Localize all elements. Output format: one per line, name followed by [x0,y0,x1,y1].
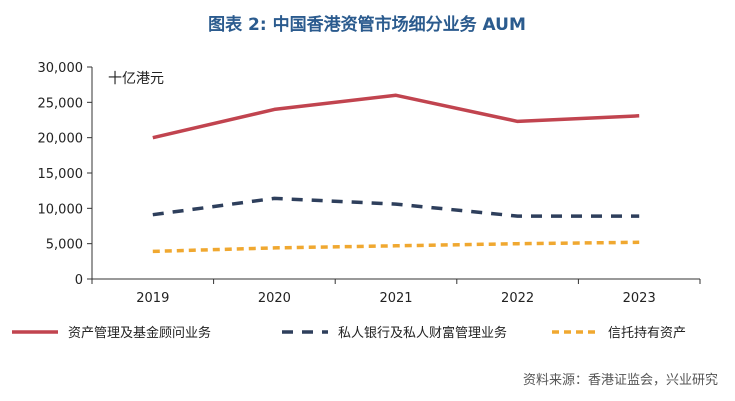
y-tick-label: 10,000 [38,202,84,217]
legend-label-1: 资产管理及基金顾问业务 [68,325,211,341]
axes: 0 5,000 10,000 15,000 20,000 25,000 30,000 2019… [38,61,701,306]
series-line-3 [152,240,640,254]
y-tick-label: 5,000 [46,238,83,253]
y-tick-label: 30,000 [38,61,84,76]
y-tick-label: 15,000 [38,167,84,182]
y-tick-label: 20,000 [38,132,84,147]
legend-label-3: 信托持有资产 [608,326,686,341]
series-line-2 [152,196,640,218]
series-line-1 [152,93,640,140]
y-tick-label: 25,000 [38,96,84,111]
x-tick-label: 2022 [501,291,534,306]
x-tick-label: 2019 [136,291,169,306]
legend-label-2: 私人银行及私人财富管理业务 [338,325,507,341]
x-tick-label: 2021 [379,291,412,306]
x-tick-label: 2020 [258,291,291,306]
unit-label: 十亿港元 [108,71,164,87]
source-note: 资料来源：香港证监会，兴业研究 [523,373,718,388]
chart-title: 图表 2: 中国香港资管市场细分业务 AUM [208,14,526,35]
y-tick-label: 0 [75,273,83,288]
series-layer [152,93,640,254]
x-tick-label: 2023 [623,291,656,306]
legend: 资产管理及基金顾问业务 私人银行及私人财富管理业务 信托持有资产 [12,325,686,341]
